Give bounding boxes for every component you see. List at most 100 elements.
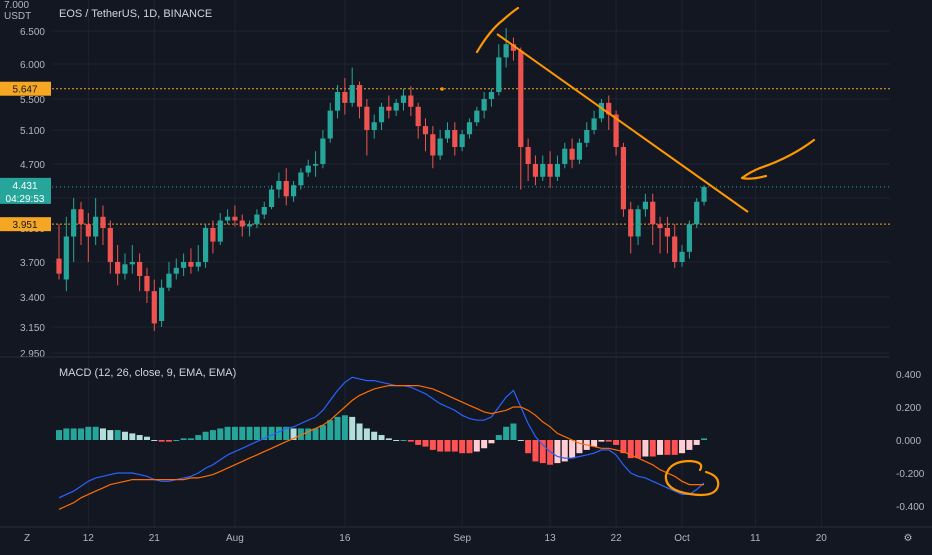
price-tick-label: 4.700 [20, 160, 45, 171]
histogram-bar [327, 420, 334, 440]
candle-body [224, 216, 231, 221]
candle-body [547, 164, 553, 177]
price-tick-label: 6.500 [20, 27, 45, 38]
macd-tick-label: -0.200 [896, 469, 925, 480]
histogram-bar [297, 428, 304, 440]
candle-body [576, 142, 583, 160]
candle-body [562, 148, 568, 164]
candle-body [93, 216, 99, 237]
histogram-bar [56, 430, 62, 440]
candle-body [320, 138, 326, 164]
circle-drawing[interactable] [664, 459, 720, 497]
macd-tick-label: 0.200 [896, 403, 921, 414]
candle-body [591, 118, 597, 130]
histogram-bar [407, 440, 414, 442]
histogram-bar [217, 428, 224, 440]
y-axis-unit: USDT [4, 11, 31, 22]
histogram-bar [363, 428, 370, 440]
histogram-bar [99, 428, 106, 440]
candle-body [598, 102, 605, 119]
histogram-bar [92, 426, 99, 440]
candle-body [261, 207, 267, 215]
candle-body [107, 228, 113, 262]
histogram-bar [693, 440, 700, 445]
candle-body [268, 189, 275, 207]
histogram-bar [466, 440, 473, 454]
histogram-bar [195, 435, 202, 440]
signal-line [58, 385, 704, 510]
candle-body [488, 92, 495, 99]
candle-body [400, 95, 407, 103]
histogram-bar [319, 425, 326, 440]
histogram-bar [664, 440, 671, 455]
histogram-bar [143, 436, 150, 440]
candle-body [430, 134, 436, 156]
histogram-bar [158, 440, 165, 442]
candle-body [159, 287, 165, 321]
histogram-bar [202, 431, 209, 440]
candle-body [496, 57, 502, 92]
histogram-bar [400, 440, 407, 441]
histogram-bar [349, 416, 356, 440]
candle-body [166, 273, 172, 288]
timezone-label[interactable]: Z [24, 533, 30, 544]
candle-body [437, 138, 443, 156]
current-price-label: 4.431 [12, 181, 37, 192]
candle-body [422, 126, 429, 135]
histogram-bar [290, 428, 297, 440]
histogram-bar [598, 440, 605, 442]
candle-body [312, 164, 319, 166]
candle-body [532, 164, 539, 177]
candle-body [642, 201, 648, 210]
candle-body [181, 262, 187, 268]
candle-body [386, 106, 392, 111]
candle-body [239, 220, 245, 227]
histogram-bar [180, 438, 187, 440]
histogram-bar [671, 440, 678, 455]
histogram-bar [121, 431, 128, 440]
candle-body [606, 102, 612, 115]
candle-body [56, 258, 62, 274]
time-axis[interactable]: 12 21 Aug 16 Sep 13 22 Oct 11 20 [0, 526, 932, 544]
macd-axis[interactable]: 0.400 0.200 0.000 -0.200 -0.400 [896, 370, 925, 513]
x-tick-label: 12 [83, 533, 95, 544]
histogram-bar [151, 440, 158, 441]
histogram-bar [576, 440, 583, 454]
histogram-bar [63, 428, 70, 440]
candle-body [334, 92, 341, 111]
histogram-bar [312, 428, 319, 440]
histogram-bar [649, 440, 656, 457]
hand-drawn-stroke[interactable] [475, 6, 520, 54]
candle-body [701, 186, 707, 202]
histogram-bar [451, 440, 458, 452]
drawings[interactable] [440, 6, 816, 213]
histogram-bar [481, 440, 488, 449]
macd-title: MACD (12, 26, close, 9, EMA, EMA) [59, 367, 236, 379]
settings-icon[interactable]: ⚙ [904, 533, 913, 544]
histogram-bar [85, 426, 92, 440]
histogram-bar [539, 440, 546, 464]
candle-body [129, 262, 135, 265]
trend-line[interactable] [496, 33, 749, 213]
price-level-label: 5.647 [12, 85, 37, 96]
candle-body [144, 276, 150, 292]
histogram-bar [701, 438, 708, 440]
candle-body [173, 267, 179, 274]
histogram-bar [532, 440, 539, 462]
countdown-label: 04:29:53 [6, 194, 45, 205]
histogram-bar [642, 440, 649, 457]
arrow-drawing[interactable] [740, 138, 816, 180]
candle-body [518, 50, 524, 147]
macd-tick-label: -0.400 [896, 502, 925, 513]
candle-body [378, 106, 385, 123]
level-tags: 5.647 3.951 [0, 81, 51, 232]
histogram-bar [70, 428, 77, 440]
histogram-bar [495, 435, 502, 440]
histogram-bar [371, 431, 378, 440]
histogram-bar [657, 440, 664, 455]
candle-body [151, 291, 157, 324]
candle-body [210, 228, 216, 242]
candle-body [115, 262, 121, 274]
candle-body [686, 224, 692, 252]
price-tick-label: 3.150 [20, 323, 45, 334]
